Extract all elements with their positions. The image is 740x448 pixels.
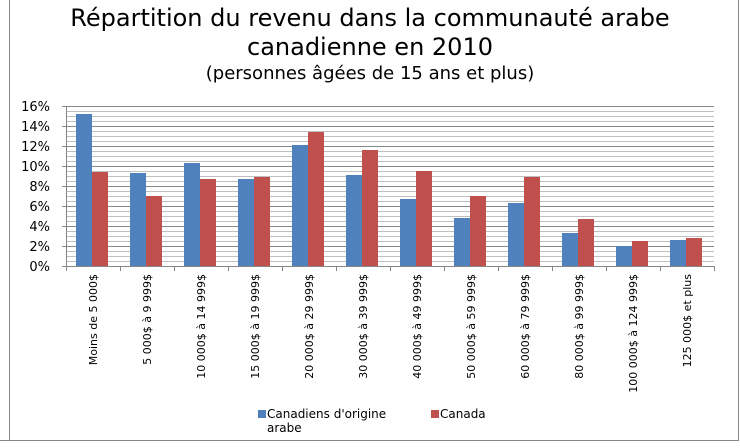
x-tick-label: 80 000$ à 99 999$ bbox=[573, 274, 586, 379]
legend-label-canada: Canada bbox=[440, 407, 486, 421]
x-tick-label: 125 000$ et plus bbox=[681, 274, 694, 368]
chart-subtitle: (personnes âgées de 15 ans et plus) bbox=[205, 63, 535, 84]
y-tick-label: 12% bbox=[21, 140, 50, 155]
bar-canada bbox=[200, 179, 216, 266]
x-tick-label: 30 000$ à 39 999$ bbox=[357, 274, 370, 379]
y-tick-label: 0% bbox=[29, 260, 50, 275]
bar-arab-canadians bbox=[400, 199, 416, 266]
x-tick-label: Moins de 5 000$ bbox=[87, 274, 100, 365]
x-tick-label: 20 000$ à 29 999$ bbox=[303, 274, 316, 379]
bar-canada bbox=[524, 177, 540, 266]
bar-canada bbox=[632, 241, 648, 266]
legend-swatch-arab-canadians bbox=[258, 410, 266, 418]
legend-label-arab-canadians-line2: arabe bbox=[267, 421, 302, 435]
bar-arab-canadians bbox=[292, 145, 308, 266]
y-tick-label: 14% bbox=[21, 120, 50, 135]
bar-arab-canadians bbox=[616, 246, 632, 266]
y-tick-label: 16% bbox=[21, 100, 50, 115]
bar-arab-canadians bbox=[130, 173, 146, 266]
x-tick-label: 50 000$ à 59 999$ bbox=[465, 274, 478, 379]
x-tick-label: 40 000$ à 49 999$ bbox=[411, 274, 424, 379]
x-tick-label: 5 000$ à 9 999$ bbox=[141, 274, 154, 365]
legend-item-arab-canadians: Canadiens d'origine arabe bbox=[258, 407, 386, 435]
bar-canada bbox=[362, 150, 378, 266]
y-tick-label: 8% bbox=[29, 180, 50, 195]
bar-canada bbox=[578, 219, 594, 266]
y-tick-label: 2% bbox=[29, 240, 50, 255]
x-tick-label: 100 000$ à 124 999$ bbox=[627, 274, 640, 393]
x-tick-label: 10 000$ à 14 999$ bbox=[195, 274, 208, 379]
bar-arab-canadians bbox=[238, 179, 254, 266]
bar-arab-canadians bbox=[670, 240, 686, 266]
bar-canada bbox=[308, 132, 324, 266]
legend-label-arab-canadians: Canadiens d'origine bbox=[267, 407, 387, 421]
legend-swatch-canada bbox=[431, 410, 439, 418]
y-tick-label: 4% bbox=[29, 220, 50, 235]
bar-canada bbox=[254, 177, 270, 266]
y-tick-label: 10% bbox=[21, 160, 50, 175]
x-tick-label: 60 000$ à 79 999$ bbox=[519, 274, 532, 379]
bar-canada bbox=[416, 171, 432, 266]
bar-arab-canadians bbox=[76, 114, 92, 266]
bar-canada bbox=[92, 172, 108, 266]
legend-item-canada: Canada bbox=[431, 407, 486, 421]
bar-arab-canadians bbox=[346, 175, 362, 266]
bar-arab-canadians bbox=[562, 233, 578, 266]
chart-title-line2: canadienne en 2010 bbox=[247, 33, 493, 61]
x-tick-label: 15 000$ à 19 999$ bbox=[249, 274, 262, 379]
chart-title: Répartition du revenu dans la communauté… bbox=[70, 4, 670, 32]
bar-arab-canadians bbox=[508, 203, 524, 266]
bar-arab-canadians bbox=[184, 163, 200, 266]
bar-arab-canadians bbox=[454, 218, 470, 266]
chart-frame-left-edge bbox=[9, 0, 10, 440]
bar-canada bbox=[470, 196, 486, 266]
bar-canada bbox=[146, 196, 162, 266]
bar-canada bbox=[686, 238, 702, 266]
y-tick-label: 6% bbox=[29, 200, 50, 215]
